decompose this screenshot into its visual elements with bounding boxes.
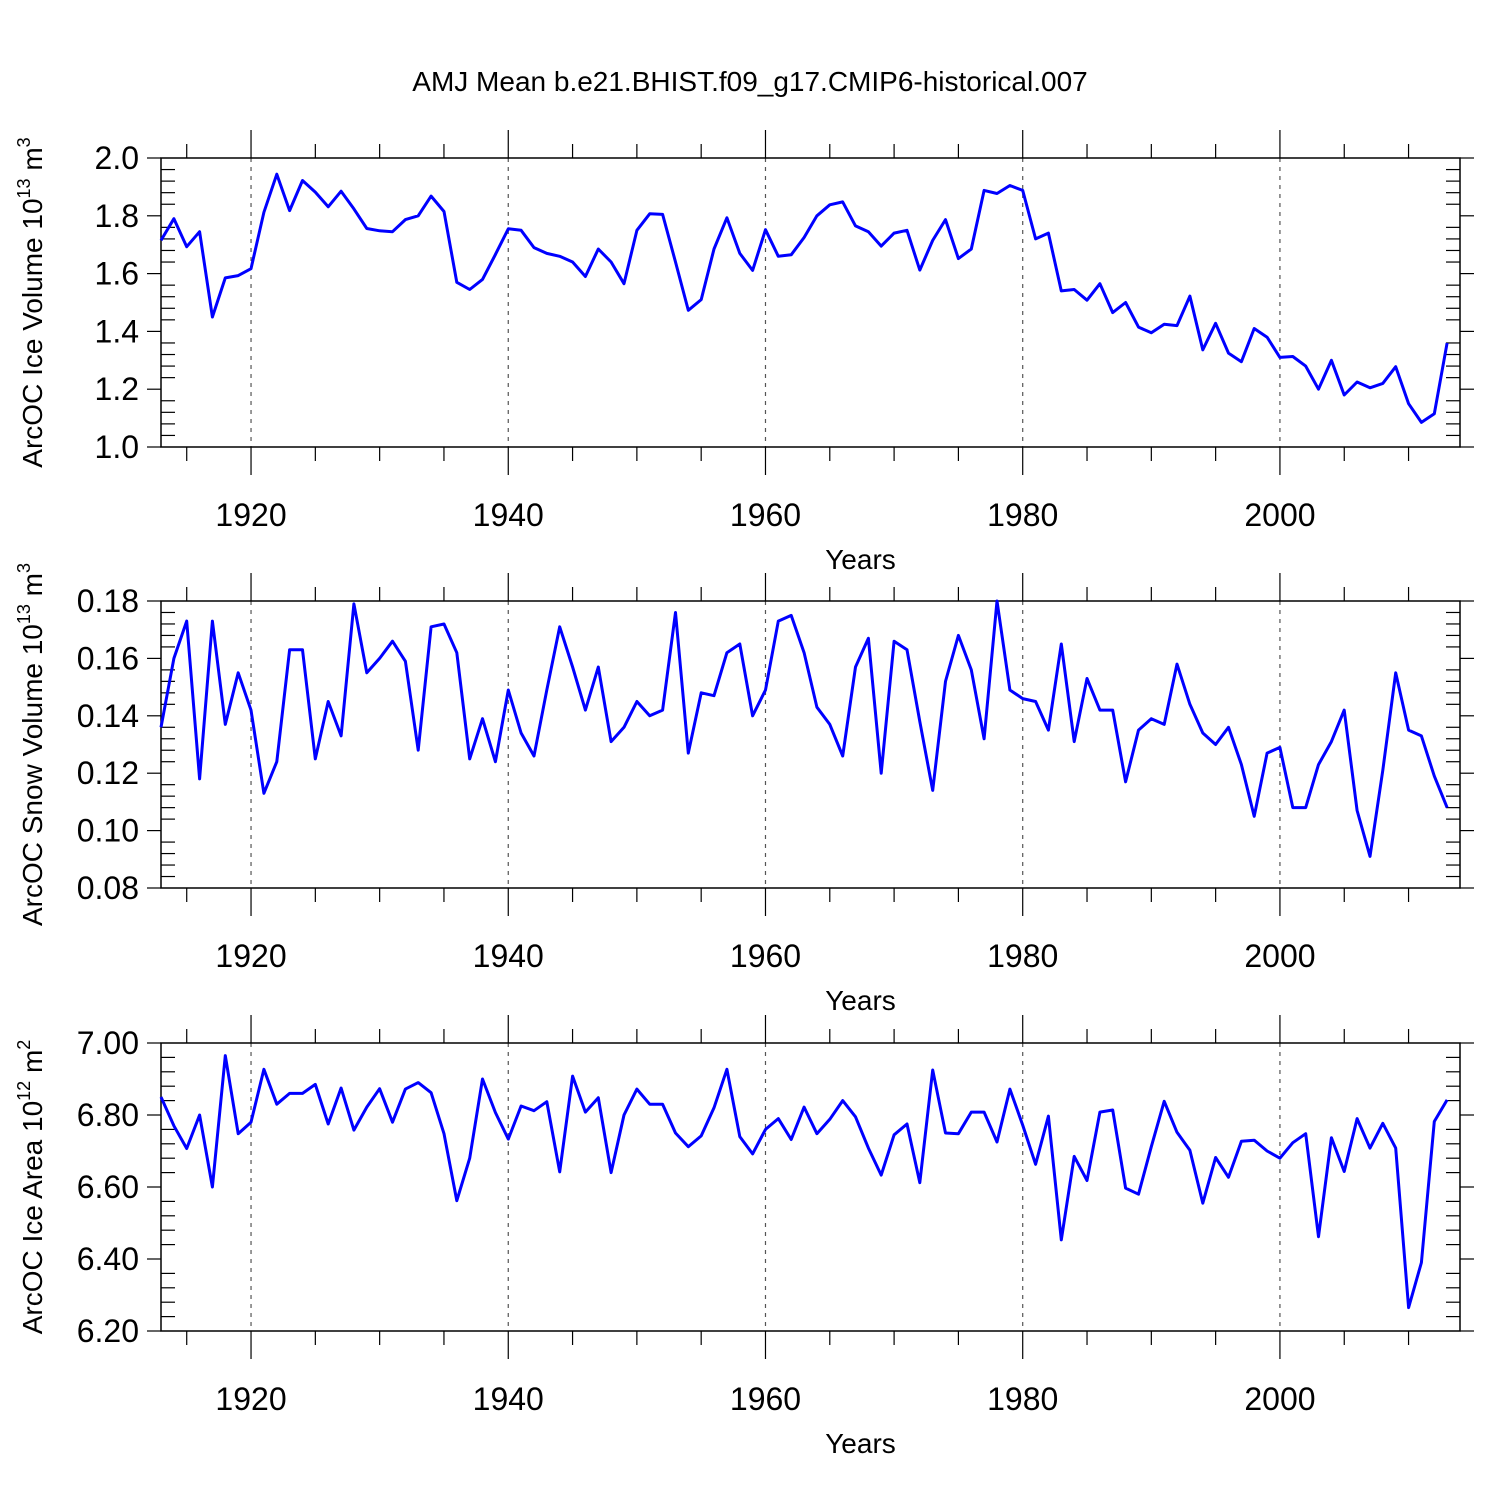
y-tick-label: 1.2 xyxy=(95,371,139,407)
y-axis-title-exponent: 13 xyxy=(14,604,34,624)
plot-frame xyxy=(160,600,1461,889)
x-tick-label: 1920 xyxy=(215,938,286,974)
panel-ice-area: 6.20 6.40 6.60 6.80 7.00 1920 1940 1960 1980 2000… xyxy=(14,1015,1474,1459)
x-tick-label: 1980 xyxy=(987,938,1058,974)
x-tick-label: 1980 xyxy=(987,497,1058,533)
y-tick-label: 6.80 xyxy=(77,1097,139,1133)
plot-frame xyxy=(160,1042,1461,1332)
series-line-snow-volume xyxy=(159,599,1449,858)
panels: 1.0 1.2 1.4 1.6 1.8 2.0 1920 1940 1960 1980 2000 Ye… xyxy=(14,130,1474,1459)
y-axis-title-unit: m xyxy=(17,573,48,604)
y-tick-label: 0.10 xyxy=(77,813,139,849)
y-tick-label: 1.0 xyxy=(95,429,139,465)
y-axis-title: ArcOC Ice Area 1012 m2 xyxy=(14,1040,48,1335)
y-axis-title-main: ArcOC Ice Volume 10 xyxy=(17,198,48,467)
chart-title: AMJ Mean b.e21.BHIST.f09_g17.CMIP6-histo… xyxy=(412,66,1087,97)
y-axis-title-unit-exponent: 3 xyxy=(14,563,34,573)
plot-frame xyxy=(160,157,1461,448)
x-tick-label: 1940 xyxy=(473,1381,544,1417)
x-tick-label: 1960 xyxy=(730,497,801,533)
y-axis-title: ArcOC Ice Volume 1013 m3 xyxy=(14,137,48,467)
y-tick-label: 0.16 xyxy=(77,640,139,676)
x-tick-label: 1920 xyxy=(215,1381,286,1417)
x-tick-label: 1960 xyxy=(730,938,801,974)
panel-snow-volume: 0.08 0.10 0.12 0.14 0.16 0.18 1920 1940 1960 1980… xyxy=(14,563,1474,1016)
y-axis-title: ArcOC Snow Volume 1013 m3 xyxy=(14,563,48,926)
x-tick-label: 1960 xyxy=(730,1381,801,1417)
y-tick-label: 6.40 xyxy=(77,1241,139,1277)
y-axis-title-exponent: 12 xyxy=(14,1081,34,1101)
y-tick-label: 0.18 xyxy=(77,583,139,619)
series-line-ice-area xyxy=(159,1054,1449,1310)
y-axis-title-unit-exponent: 2 xyxy=(14,1040,34,1050)
y-tick-label: 2.0 xyxy=(95,140,139,176)
y-tick-label: 6.20 xyxy=(77,1313,139,1349)
y-axis-title-main: ArcOC Ice Area 10 xyxy=(17,1101,48,1334)
y-tick-label: 0.12 xyxy=(77,755,139,791)
panel-ice-volume: 1.0 1.2 1.4 1.6 1.8 2.0 1920 1940 1960 1980 2000 Ye… xyxy=(14,130,1474,575)
x-axis-title: Years xyxy=(825,985,896,1016)
x-tick-label: 1940 xyxy=(473,938,544,974)
y-tick-label: 1.8 xyxy=(95,198,139,234)
x-tick-label: 2000 xyxy=(1244,1381,1315,1417)
y-axis-title-unit: m xyxy=(17,1050,48,1081)
y-axis-title-main: ArcOC Snow Volume 10 xyxy=(17,624,48,926)
y-tick-label: 7.00 xyxy=(77,1025,139,1061)
x-tick-label: 1920 xyxy=(215,497,286,533)
x-axis-title: Years xyxy=(825,544,896,575)
y-axis-title-unit-exponent: 3 xyxy=(14,137,34,147)
x-tick-label: 2000 xyxy=(1244,497,1315,533)
y-tick-label: 1.4 xyxy=(95,313,139,349)
y-tick-label: 0.14 xyxy=(77,698,139,734)
series-line-ice-volume xyxy=(159,172,1449,424)
y-tick-label: 6.60 xyxy=(77,1169,139,1205)
x-tick-label: 1980 xyxy=(987,1381,1058,1417)
y-tick-label: 1.6 xyxy=(95,256,139,292)
x-tick-label: 2000 xyxy=(1244,938,1315,974)
x-axis-title: Years xyxy=(825,1428,896,1459)
y-tick-label: 0.08 xyxy=(77,870,139,906)
x-tick-label: 1940 xyxy=(473,497,544,533)
y-axis-title-unit: m xyxy=(17,147,48,178)
y-axis-title-exponent: 13 xyxy=(14,178,34,198)
